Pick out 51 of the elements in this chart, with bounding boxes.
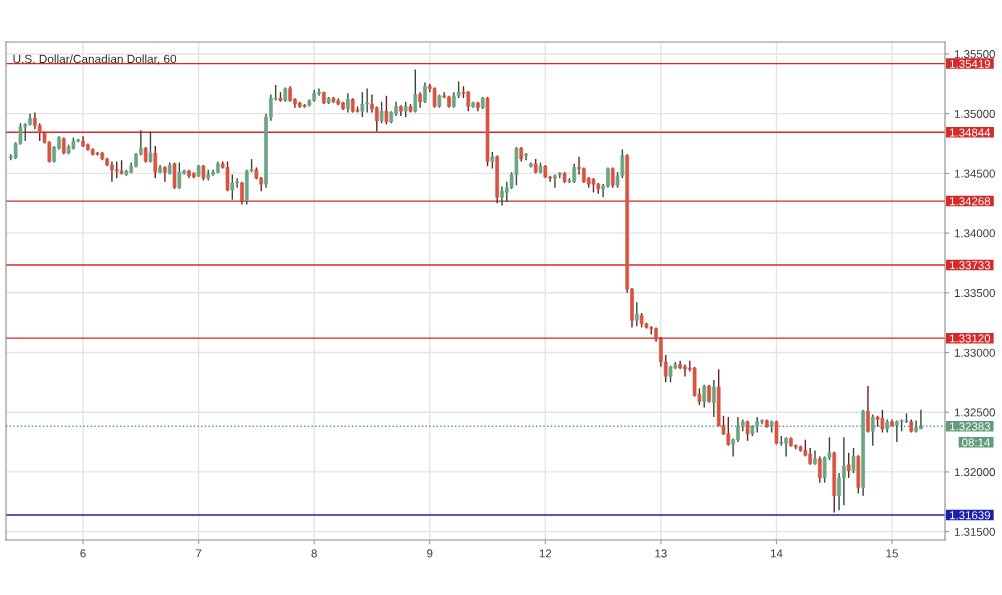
candlestick	[851, 447, 856, 474]
y-tick-label: 1.33500	[954, 288, 995, 298]
candlestick	[846, 452, 851, 479]
y-tick-label: 1.33000	[954, 348, 995, 357]
ref-line-label: 1.33733	[950, 261, 991, 270]
candlestick	[153, 145, 158, 179]
ref-line-label: 1.34268	[950, 197, 991, 206]
candlestick	[225, 160, 230, 192]
candlestick	[634, 301, 639, 327]
candlestick	[524, 152, 528, 161]
y-tick-label: 1.34000	[954, 229, 995, 238]
candlestick	[163, 165, 167, 183]
ref-line-label: 1.31639	[950, 511, 991, 520]
candlestick	[374, 105, 379, 133]
candlestick	[384, 95, 389, 126]
candlestick	[610, 166, 615, 189]
y-tick-label: 1.31500	[954, 527, 995, 536]
candlestick	[148, 130, 153, 164]
x-tick-label: 13	[655, 549, 667, 558]
candlestick	[817, 455, 822, 484]
candlestick	[712, 379, 716, 418]
x-tick-label: 6	[80, 549, 86, 558]
x-tick-label: 8	[311, 549, 317, 558]
text: U.S. Dollar/Canadian Dollar, 60	[13, 54, 177, 65]
y-tick-label: 1.34500	[954, 169, 995, 178]
candlestick	[423, 81, 427, 104]
y-tick-label: 1.35500	[954, 50, 995, 59]
candlestick	[813, 449, 817, 466]
y-tick-label: 1.32000	[954, 468, 995, 477]
candlestick	[346, 92, 350, 114]
ref-line-label: 1.35419	[950, 59, 991, 68]
candlestick	[172, 161, 177, 190]
x-tick-label: 9	[427, 549, 433, 558]
candlestick	[379, 101, 384, 124]
x-tick-label: 12	[539, 549, 552, 558]
candlestick	[866, 385, 870, 434]
candlestick	[360, 91, 365, 118]
ref-line-label: 1.33120	[950, 334, 991, 343]
x-tick-label: 14	[770, 549, 783, 558]
candlestick	[177, 161, 182, 190]
candlestick	[230, 173, 235, 201]
text: 08:14	[962, 438, 991, 447]
candlestick	[553, 173, 557, 189]
x-tick-label: 7	[196, 549, 202, 558]
x-tick-label: 15	[886, 549, 898, 558]
candlestick	[432, 86, 437, 109]
candlestick	[413, 68, 418, 114]
y-tick-label: 1.35000	[954, 109, 995, 118]
ref-line-label: 1.34844	[950, 128, 991, 137]
y-tick-label: 1.32500	[954, 408, 995, 417]
ref-line-label: 1.32383	[950, 422, 991, 431]
